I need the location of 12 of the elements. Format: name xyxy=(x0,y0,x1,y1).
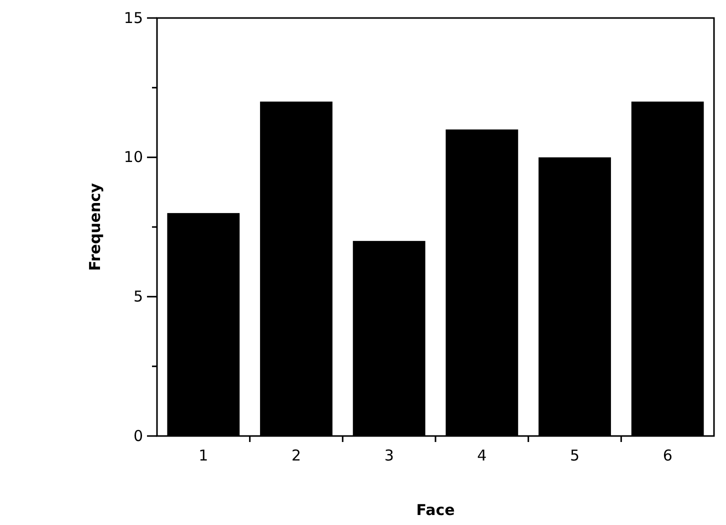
x-tick-label: 5 xyxy=(570,446,580,465)
y-tick-label: 15 xyxy=(124,8,143,27)
x-tick-label: 1 xyxy=(198,446,208,465)
y-tick-label: 0 xyxy=(133,426,143,445)
y-axis-title: Frequency xyxy=(86,182,104,271)
y-tick-label: 10 xyxy=(124,148,143,166)
y-tick-label: 5 xyxy=(133,287,143,306)
x-tick-label: 3 xyxy=(384,446,394,465)
x-tick-label: 4 xyxy=(477,446,487,465)
x-axis-title: Face xyxy=(416,501,455,519)
x-tick-label: 2 xyxy=(291,446,302,465)
x-tick-label: 6 xyxy=(662,446,672,465)
